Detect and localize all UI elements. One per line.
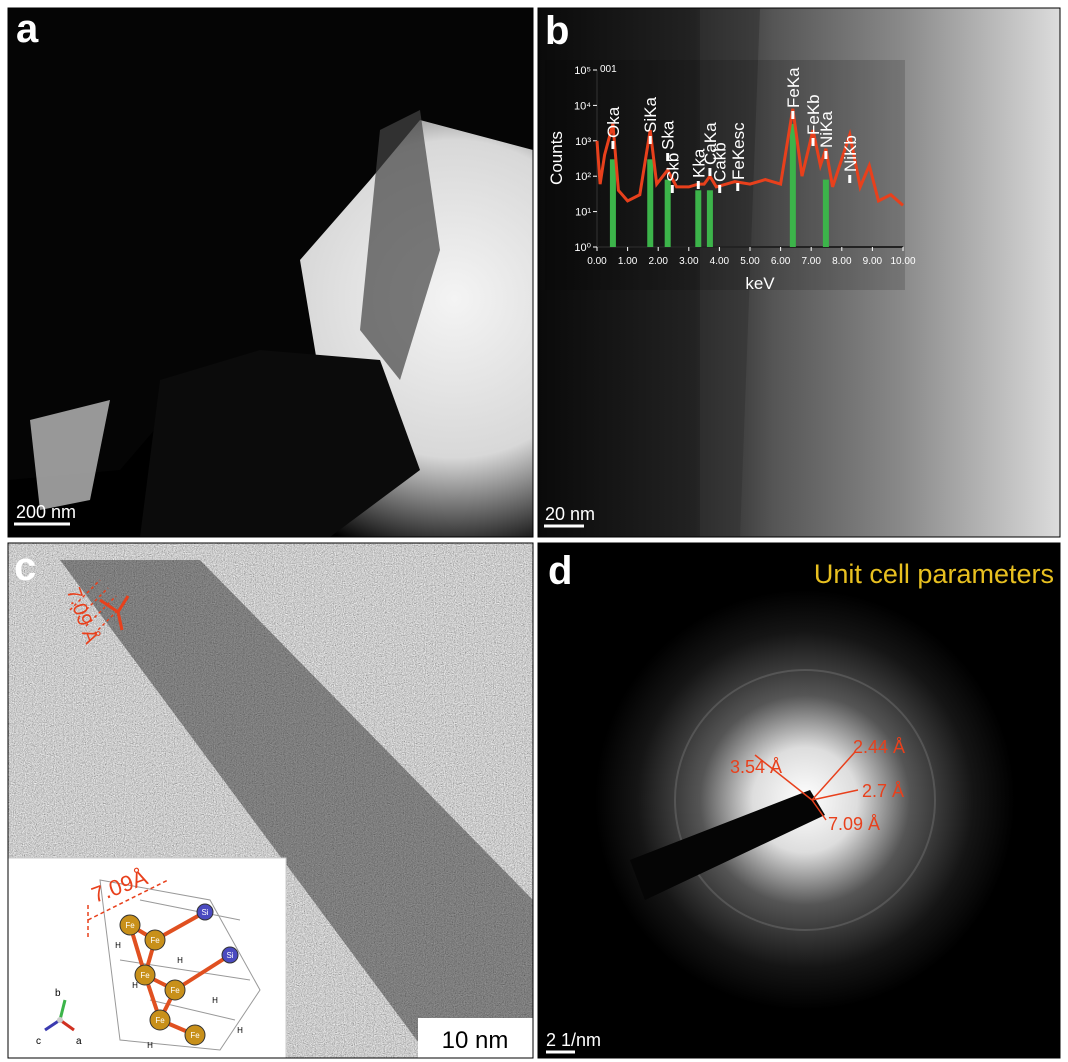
atom-label: H bbox=[132, 981, 138, 990]
y-axis-label: Counts bbox=[547, 131, 566, 185]
x-tick-label: 5.00 bbox=[740, 256, 760, 267]
peak-bar bbox=[823, 180, 829, 247]
figure: a 200 nm b 20 nm 10⁰ 10¹ 10² 10³ 10⁴ 10⁵ 0.00 1… bbox=[0, 0, 1068, 1062]
atom-label: Fe bbox=[150, 936, 160, 945]
peak-label: Oka bbox=[604, 106, 623, 138]
peak-bar bbox=[707, 190, 713, 247]
peak-label: SiKa bbox=[641, 97, 660, 133]
y-tick-label: 10¹ bbox=[575, 207, 591, 219]
x-tick-label: 4.00 bbox=[710, 256, 730, 267]
atom-label: H bbox=[212, 996, 218, 1005]
atom-label: H bbox=[177, 956, 183, 965]
peak-bar bbox=[647, 159, 653, 247]
panel-title: Unit cell parameters bbox=[814, 559, 1054, 589]
x-tick-label: 9.00 bbox=[863, 256, 883, 267]
panel-d: 3.54 Å 2.44 Å 2.7 Å 7.09 Å Unit cell par… bbox=[538, 543, 1060, 1058]
peak-label: Skb bbox=[663, 153, 682, 182]
x-tick-label: 10.00 bbox=[890, 256, 915, 267]
axis-label: c bbox=[36, 1036, 41, 1047]
atom-label: H bbox=[115, 941, 121, 950]
scale-bar-label: 20 nm bbox=[545, 504, 595, 524]
ring-label: 7.09 Å bbox=[828, 814, 880, 834]
x-tick-label: 7.00 bbox=[801, 256, 821, 267]
atom-label: Fe bbox=[155, 1016, 165, 1025]
peak-label: NiKb bbox=[841, 135, 860, 172]
peak-bar bbox=[790, 124, 796, 247]
panel-b: b 20 nm 10⁰ 10¹ 10² 10³ 10⁴ 10⁵ 0.00 1.00 2.00 3.… bbox=[538, 8, 1060, 537]
panel-label: b bbox=[545, 9, 569, 53]
atom-label: Si bbox=[226, 951, 233, 960]
panel-label: c bbox=[14, 545, 36, 589]
axis-label: a bbox=[76, 1036, 82, 1047]
x-tick-label: 8.00 bbox=[832, 256, 852, 267]
y-tick-label: 10³ bbox=[575, 136, 591, 148]
atom-label: Fe bbox=[170, 986, 180, 995]
ring-label: 3.54 Å bbox=[730, 757, 782, 777]
x-tick-label: 2.00 bbox=[648, 256, 668, 267]
x-tick-label: 1.00 bbox=[618, 256, 638, 267]
scale-bar-label: 10 nm bbox=[442, 1027, 509, 1054]
panel-label: a bbox=[16, 7, 39, 51]
y-tick-label: 10⁴ bbox=[574, 100, 591, 112]
y-tick-label: 10⁰ bbox=[574, 242, 591, 254]
ring-label: 2.44 Å bbox=[853, 737, 905, 757]
x-tick-label: 0.00 bbox=[587, 256, 607, 267]
peak-label: Ska bbox=[659, 120, 678, 150]
scale-bar-label: 2 1/nm bbox=[546, 1030, 601, 1050]
panel-label: d bbox=[548, 549, 572, 593]
atom-label: Fe bbox=[140, 971, 150, 980]
peak-label: NiKa bbox=[817, 111, 836, 148]
scale-bar-label: 200 nm bbox=[16, 502, 76, 522]
atom-label: H bbox=[237, 1026, 243, 1035]
x-tick-label: 3.00 bbox=[679, 256, 699, 267]
peak-bar bbox=[610, 159, 616, 247]
peak-bar bbox=[665, 180, 671, 247]
peak-label: FeKesc bbox=[729, 122, 748, 180]
x-axis-label: keV bbox=[745, 274, 775, 293]
peak-label: FeKa bbox=[784, 67, 803, 108]
atom-label: Fe bbox=[190, 1031, 200, 1040]
panel-a: a 200 nm bbox=[8, 7, 533, 537]
peak-label: Cakb bbox=[711, 142, 730, 182]
peak-bar bbox=[695, 190, 701, 247]
atom-label: Si bbox=[201, 908, 208, 917]
x-tick-label: 6.00 bbox=[771, 256, 791, 267]
panel-c: 7.09 Å c 10 nm 7.09Å FeFeFeFeFeFeSiSiHHH… bbox=[8, 543, 533, 1058]
axis-label: b bbox=[55, 988, 61, 999]
axis-note: 001 bbox=[600, 64, 617, 75]
y-tick-label: 10⁵ bbox=[574, 65, 591, 77]
ring-label: 2.7 Å bbox=[862, 781, 904, 801]
y-tick-label: 10² bbox=[575, 171, 591, 183]
atom-label: Fe bbox=[125, 921, 135, 930]
atom-label: H bbox=[147, 1041, 153, 1050]
